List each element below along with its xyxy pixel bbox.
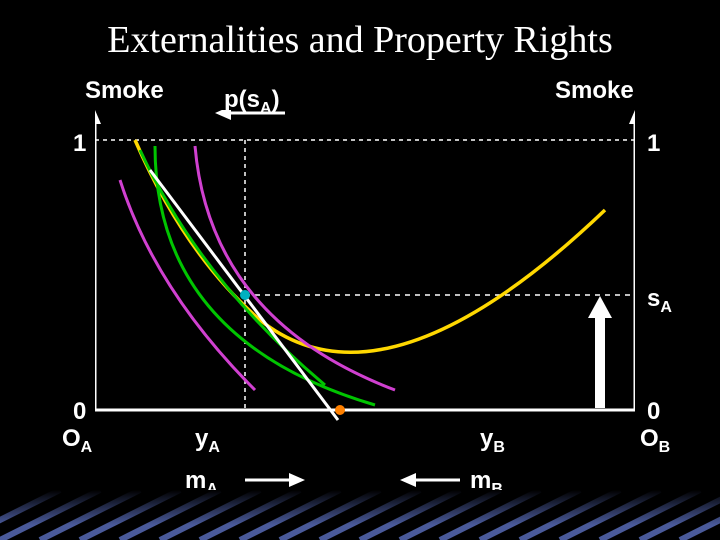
- label-OB: OB: [640, 425, 670, 457]
- page-title: Externalities and Property Rights: [0, 0, 720, 62]
- label-zero-right: 0: [647, 398, 660, 426]
- label-one-right: 1: [647, 130, 660, 158]
- label-zero-left: 0: [73, 398, 86, 426]
- bottom-stripe-decoration: [0, 490, 720, 540]
- label-OA: OA: [62, 425, 92, 457]
- edgeworth-chart: [95, 110, 635, 450]
- label-smoke-right: Smoke: [555, 77, 634, 105]
- label-one-left: 1: [73, 130, 86, 158]
- label-smoke-left: Smoke: [85, 77, 164, 105]
- label-sa: sA: [647, 285, 672, 317]
